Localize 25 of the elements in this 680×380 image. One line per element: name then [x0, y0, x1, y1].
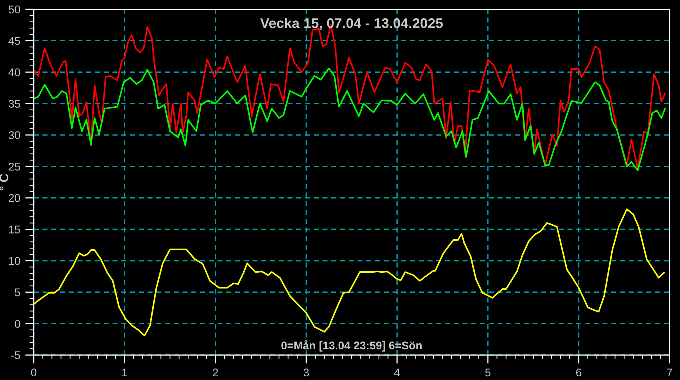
text: Vecka 15, 07.04 - 13.04.2025: [260, 18, 444, 30]
x-tick-label: 4: [394, 368, 400, 377]
annotation: 0=Mån [13.04 23:59] 6=Sön: [282, 340, 422, 352]
y-tick-label: 5: [15, 288, 20, 297]
y-axis-title: ° C: [0, 174, 9, 191]
x-tick-label: 0: [31, 368, 37, 377]
y-tick-label: 50: [8, 6, 20, 14]
y-tick-label: 10: [9, 257, 20, 266]
y-tick-label: 0: [15, 320, 20, 328]
x-tick-label: 7: [667, 368, 672, 377]
x-tick-label: 1: [122, 368, 128, 377]
y-tick-label: 30: [8, 132, 20, 140]
y-tick-label: 40: [8, 68, 20, 77]
line-series: [34, 208, 666, 337]
y-tick-label: 45: [8, 37, 20, 46]
x-tick-label: 5: [486, 368, 491, 377]
x-tick-label: 6: [576, 368, 582, 377]
y-tick-label: 35: [8, 100, 20, 108]
y-tick-label: -5: [11, 352, 20, 360]
x-tick-label: 3: [304, 368, 310, 377]
y-tick-label: 15: [9, 226, 20, 234]
y-tick-label: 25: [9, 162, 20, 171]
line-series: [34, 68, 666, 172]
y-tick-label: 20: [9, 194, 20, 202]
x-tick-label: 2: [213, 368, 218, 377]
